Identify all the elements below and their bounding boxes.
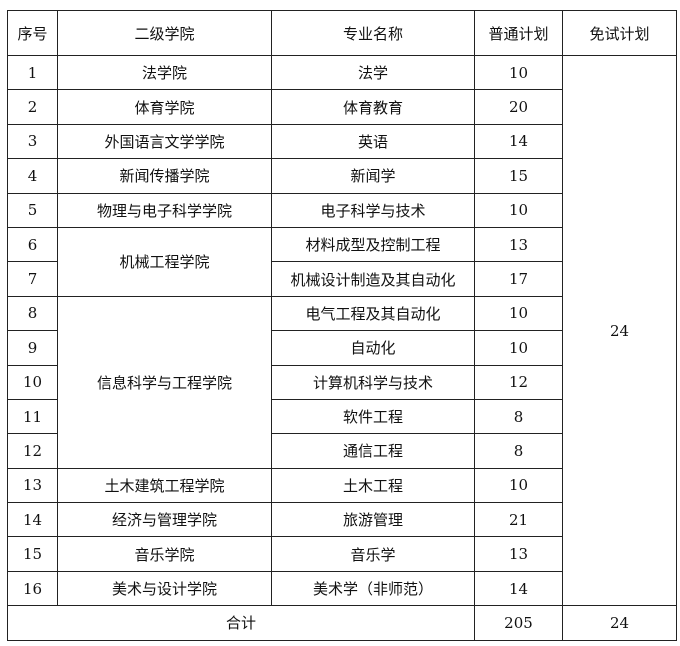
row-major: 土木工程 — [271, 467, 475, 504]
total-exempt: 24 — [562, 605, 677, 641]
total-label: 合计 — [7, 605, 475, 641]
row-major: 体育教育 — [271, 89, 475, 125]
table-row: 13 土木建筑工程学院 土木工程 10 — [7, 467, 677, 504]
row-no: 13 — [7, 467, 58, 504]
total-row: 合计 205 24 — [7, 605, 677, 641]
row-major: 自动化 — [271, 330, 475, 366]
row-plan: 10 — [474, 295, 563, 332]
row-college: 机械工程学院 — [57, 226, 272, 297]
table-row: 3 外国语言文学学院 英语 14 — [7, 123, 677, 160]
row-major: 材料成型及控制工程 — [271, 226, 475, 263]
row-plan: 8 — [474, 398, 563, 435]
row-major: 美术学（非师范） — [271, 570, 475, 607]
table-row: 2 体育学院 体育教育 20 — [7, 89, 677, 125]
row-major: 音乐学 — [271, 536, 475, 572]
table-row: 6 机械工程学院 材料成型及控制工程 13 — [7, 226, 677, 297]
row-plan: 10 — [474, 54, 563, 91]
table-row: 7 机械设计制造及其自动化 17 — [7, 261, 677, 297]
row-no: 16 — [7, 570, 58, 607]
row-no: 15 — [7, 536, 58, 572]
row-plan: 14 — [474, 570, 563, 607]
row-no: 9 — [7, 330, 58, 366]
table-row: 11 软件工程 8 — [7, 398, 677, 435]
row-plan: 17 — [474, 261, 563, 297]
row-plan: 10 — [474, 467, 563, 504]
header-exempt: 免试计划 — [562, 10, 677, 56]
row-plan: 12 — [474, 364, 563, 400]
row-no: 14 — [7, 502, 58, 538]
header-college: 二级学院 — [57, 10, 272, 56]
row-no: 1 — [7, 54, 58, 91]
row-college: 信息科学与工程学院 — [57, 295, 272, 469]
row-plan: 8 — [474, 433, 563, 469]
row-college: 经济与管理学院 — [57, 502, 272, 538]
row-major: 通信工程 — [271, 433, 475, 469]
row-major: 软件工程 — [271, 398, 475, 435]
header-row: 序号 二级学院 专业名称 普通计划 免试计划 — [7, 10, 677, 56]
row-college: 音乐学院 — [57, 536, 272, 572]
row-plan: 14 — [474, 123, 563, 160]
row-no: 6 — [7, 226, 58, 263]
row-college: 物理与电子科学学院 — [57, 192, 272, 228]
table-row: 14 经济与管理学院 旅游管理 21 — [7, 502, 677, 538]
table-row: 15 音乐学院 音乐学 13 — [7, 536, 677, 572]
row-college: 土木建筑工程学院 — [57, 467, 272, 504]
row-major: 旅游管理 — [271, 502, 475, 538]
row-plan: 21 — [474, 502, 563, 538]
row-plan: 13 — [474, 536, 563, 572]
row-major: 英语 — [271, 123, 475, 160]
row-plan: 10 — [474, 330, 563, 366]
row-major: 电气工程及其自动化 — [271, 295, 475, 332]
exempt-plan: 24 — [562, 54, 677, 607]
enrollment-plan-table: 序号 二级学院 专业名称 普通计划 免试计划 1 法学院 法学 10 24 2 体育学院 体育… — [7, 10, 677, 641]
table-row: 8 信息科学与工程学院 电气工程及其自动化 10 — [7, 295, 677, 469]
row-plan: 20 — [474, 89, 563, 125]
row-no: 8 — [7, 295, 58, 332]
header-major: 专业名称 — [271, 10, 475, 56]
row-college: 美术与设计学院 — [57, 570, 272, 607]
table-row: 5 物理与电子科学学院 电子科学与技术 10 — [7, 192, 677, 228]
row-plan: 13 — [474, 226, 563, 263]
row-no: 4 — [7, 158, 58, 194]
row-college: 法学院 — [57, 54, 272, 91]
row-no: 3 — [7, 123, 58, 160]
row-no: 11 — [7, 398, 58, 435]
header-plan: 普通计划 — [474, 10, 563, 56]
total-plan: 205 — [474, 605, 563, 641]
row-no: 2 — [7, 89, 58, 125]
row-no: 7 — [7, 261, 58, 297]
table-row: 9 自动化 10 — [7, 330, 677, 366]
row-no: 5 — [7, 192, 58, 228]
row-college: 新闻传播学院 — [57, 158, 272, 194]
row-plan: 10 — [474, 192, 563, 228]
header-no: 序号 — [7, 10, 58, 56]
row-major: 法学 — [271, 54, 475, 91]
row-major: 机械设计制造及其自动化 — [271, 261, 475, 297]
row-major: 新闻学 — [271, 158, 475, 194]
row-plan: 15 — [474, 158, 563, 194]
table-row: 16 美术与设计学院 美术学（非师范） 14 — [7, 570, 677, 607]
row-college: 体育学院 — [57, 89, 272, 125]
row-no: 10 — [7, 364, 58, 400]
row-major: 计算机科学与技术 — [271, 364, 475, 400]
row-college: 外国语言文学学院 — [57, 123, 272, 160]
table-row: 4 新闻传播学院 新闻学 15 — [7, 158, 677, 194]
row-major: 电子科学与技术 — [271, 192, 475, 228]
row-no: 12 — [7, 433, 58, 469]
table-row: 1 法学院 法学 10 24 — [7, 54, 677, 607]
